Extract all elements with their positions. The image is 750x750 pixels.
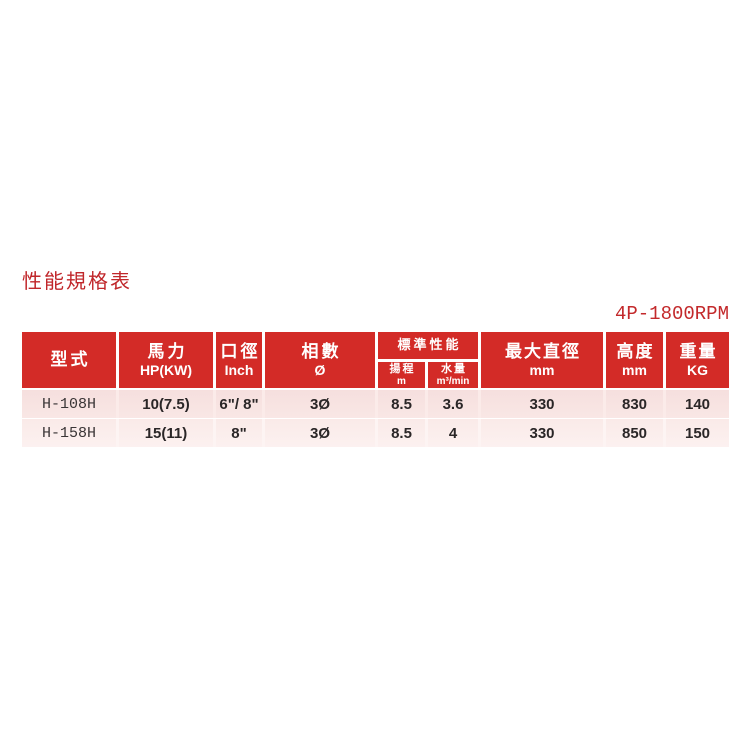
cell-power: 15(11) [119,419,213,447]
cell-phase: 3Ø [265,419,375,447]
cell-height: 830 [606,390,663,418]
spec-table-header: 型式 馬力 HP(KW) 口徑 Inch 相數 Ø 標準性能 揚程 m [22,332,729,388]
cell-model: H-158H [22,419,116,447]
header-model-title: 型式 [50,350,91,370]
page-title: 性能規格表 [22,271,132,293]
cell-weight: 150 [666,419,729,447]
cell-flow: 4 [428,419,478,447]
header-cell-head: 揚程 m [378,362,425,388]
cell-flow: 3.6 [428,390,478,418]
spec-table: 型式 馬力 HP(KW) 口徑 Inch 相數 Ø 標準性能 揚程 m [22,332,729,447]
cell-max-diameter: 330 [481,390,603,418]
header-power-unit: HP(KW) [139,362,193,379]
header-weight-unit: KG [687,362,708,379]
header-standard-performance-title: 標準性能 [397,337,462,353]
cell-weight: 140 [666,390,729,418]
header-cell-flow: 水量 m³/min [428,362,478,388]
header-height-title: 高度 [616,341,655,361]
header-phase-unit: Ø [314,362,326,379]
cell-bore: 6"/ 8" [216,390,262,418]
header-cell-model: 型式 [22,332,116,388]
header-cell-max-diameter: 最大直徑 mm [481,332,603,388]
header-flow-title: 水量 [441,362,467,375]
header-cell-height: 高度 mm [606,332,663,388]
header-bore-unit: Inch [224,362,254,379]
cell-head: 8.5 [378,390,425,418]
header-max-diameter-title: 最大直徑 [505,341,581,361]
header-cell-phase: 相數 Ø [265,332,375,388]
header-cell-weight: 重量 KG [666,332,729,388]
header-head-unit: m [397,375,406,387]
header-height-unit: mm [622,362,647,379]
header-bore-title: 口徑 [220,341,261,361]
header-flow-unit: m³/min [436,375,470,387]
header-power-title: 馬力 [147,341,188,361]
cell-height: 850 [606,419,663,447]
cell-phase: 3Ø [265,390,375,418]
header-cell-standard-performance: 標準性能 [378,332,478,359]
cell-max-diameter: 330 [481,419,603,447]
header-phase-title: 相數 [301,341,342,361]
table-row-h158h: H-158H 15(11) 8" 3Ø 8.5 4 330 850 150 [22,419,729,447]
header-cell-bore: 口徑 Inch [216,332,262,388]
header-head-title: 揚程 [389,362,416,375]
rpm-label: 4P-1800RPM [614,303,729,325]
cell-model: H-108H [22,390,116,418]
cell-head: 8.5 [378,419,425,447]
cell-bore: 8" [216,419,262,447]
table-row-h108h: H-108H 10(7.5) 6"/ 8" 3Ø 8.5 3.6 330 830… [22,390,729,418]
header-weight-title: 重量 [679,341,718,361]
header-max-diameter-unit: mm [529,362,555,379]
header-cell-power: 馬力 HP(KW) [119,332,213,388]
cell-power: 10(7.5) [119,390,213,418]
